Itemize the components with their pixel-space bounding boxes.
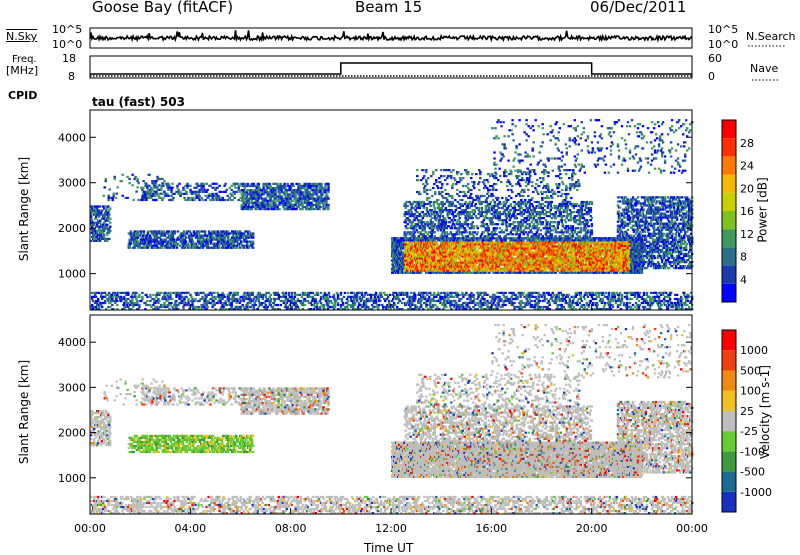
velocity-colorbar-swatch [722, 492, 736, 512]
velocity-colorbar-tick: 100 [740, 385, 761, 398]
power-colorbar-swatch [722, 266, 736, 284]
power-colorbar-tick: 8 [740, 251, 747, 264]
power-colorbar-tick: 24 [740, 160, 754, 173]
power-colorbar-swatch [722, 193, 736, 211]
time-tick-label: 00:00 [676, 522, 708, 535]
velocity-colorbar-swatch [722, 411, 736, 431]
time-tick-label: 04:00 [174, 522, 206, 535]
velocity-colorbar-swatch [722, 350, 736, 370]
power-colorbar-tick: 12 [740, 228, 754, 241]
power-colorbar-tick: 16 [740, 205, 754, 218]
time-tick-label: 16:00 [475, 522, 507, 535]
velocity-colorbar-tick: 500 [740, 364, 761, 377]
power-colorbar-swatch [722, 211, 736, 229]
velocity-ytick-label: 1000 [58, 472, 86, 485]
power-ytick-label: 3000 [58, 177, 86, 190]
time-tick-label: 00:00 [74, 522, 106, 535]
nsky-trace [90, 30, 692, 40]
velocity-colorbar-tick: -1000 [740, 486, 772, 499]
power-ytick-label: 4000 [58, 131, 86, 144]
velocity-colorbar-swatch [722, 431, 736, 451]
velocity-panel-frame [90, 315, 692, 514]
power-colorbar-tick: 28 [740, 137, 754, 150]
velocity-ytick-label: 2000 [58, 427, 86, 440]
power-ytick-label: 2000 [58, 222, 86, 235]
power-colorbar-swatch [722, 120, 736, 138]
power-colorbar-swatch [722, 175, 736, 193]
power-ytick-label: 1000 [58, 268, 86, 281]
velocity-colorbar-tick: 25 [740, 405, 754, 418]
power-colorbar-swatch [722, 156, 736, 174]
power-colorbar-swatch [722, 138, 736, 156]
power-panel-frame [90, 110, 692, 310]
power-colorbar-tick: 20 [740, 182, 754, 195]
velocity-colorbar-tick: -25 [740, 425, 758, 438]
power-heatmap-cells [90, 119, 693, 310]
velocity-ytick-label: 4000 [58, 336, 86, 349]
velocity-colorbar-swatch [722, 370, 736, 390]
velocity-colorbar-tick: -100 [740, 445, 765, 458]
velocity-colorbar-swatch [722, 451, 736, 471]
velocity-ytick-label: 3000 [58, 381, 86, 394]
power-colorbar-swatch [722, 247, 736, 265]
time-tick-label: 20:00 [576, 522, 608, 535]
power-colorbar-swatch [722, 284, 736, 302]
power-colorbar-tick: 4 [740, 273, 747, 286]
velocity-heatmap-cells [90, 324, 693, 514]
freq-trace [90, 63, 692, 74]
velocity-colorbar-tick: 1000 [740, 344, 768, 357]
velocity-colorbar-swatch [722, 330, 736, 350]
time-tick-label: 12:00 [375, 522, 407, 535]
time-tick-label: 08:00 [275, 522, 307, 535]
velocity-colorbar-swatch [722, 472, 736, 492]
power-colorbar-swatch [722, 229, 736, 247]
velocity-colorbar-tick: -500 [740, 466, 765, 479]
velocity-colorbar-swatch [722, 391, 736, 411]
